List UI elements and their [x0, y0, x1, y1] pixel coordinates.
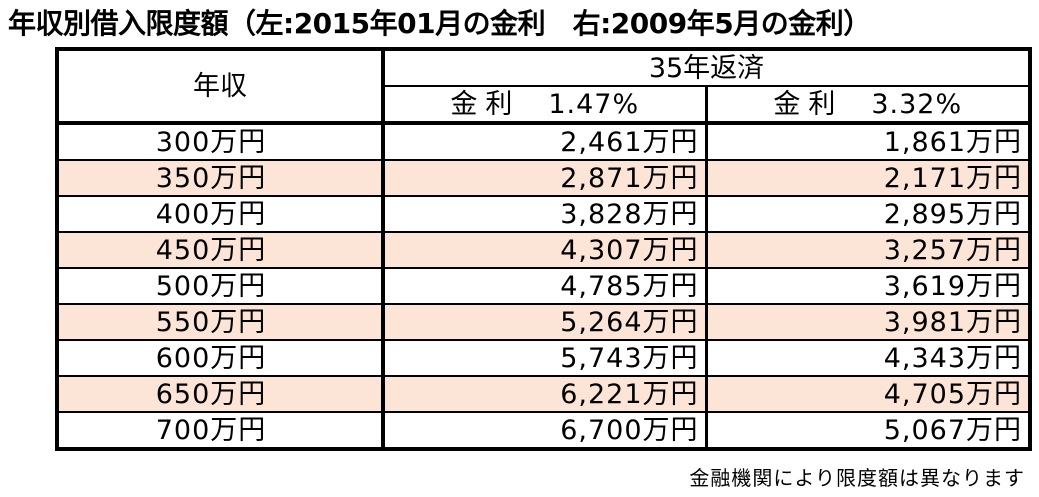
rate-value: 1.47%: [548, 88, 640, 120]
income-cell: 400万円: [56, 195, 384, 233]
limit-2015-cell: 6,700万円: [381, 411, 707, 450]
income-cell: 650万円: [56, 375, 384, 413]
income-cell: 550万円: [56, 303, 384, 341]
rate-header-row: 金利 1.47% 金利 3.32%: [57, 85, 1032, 125]
limit-2015-cell: 6,221万円: [381, 375, 707, 413]
limit-2015-cell: 2,871万円: [381, 159, 707, 197]
limit-2009-cell: 3,619万円: [704, 267, 1032, 305]
income-column-header: 年収: [56, 48, 384, 125]
limit-2009-cell: 3,981万円: [704, 303, 1032, 341]
limit-2009-cell: 2,171万円: [704, 159, 1032, 197]
limit-2015-cell: 3,828万円: [381, 195, 707, 233]
limit-2009-cell: 2,895万円: [704, 195, 1032, 233]
table-row: 450万円 4,307万円 3,257万円: [56, 231, 1032, 269]
rate-value: 3.32%: [871, 88, 963, 120]
income-cell: 700万円: [56, 411, 384, 450]
table-body: 300万円 2,461万円 1,861万円 350万円 2,871万円 2,171万円 40…: [56, 122, 1032, 450]
rate-header-2015: 金利 1.47%: [381, 85, 707, 125]
table-row: 600万円 5,743万円 4,343万円: [56, 339, 1032, 377]
footnote: 金融機関により限度額は異なります: [689, 466, 1025, 490]
income-cell: 500万円: [56, 267, 384, 305]
table-row: 700万円 6,700万円 5,067万円: [56, 411, 1032, 450]
limit-2015-cell: 4,307万円: [381, 231, 707, 269]
table-row: 400万円 3,828万円 2,895万円: [56, 195, 1032, 233]
income-cell: 350万円: [56, 159, 384, 197]
table-row: 550万円 5,264万円 3,981万円: [56, 303, 1032, 341]
limit-2009-cell: 3,257万円: [704, 231, 1032, 269]
limit-2009-cell: 1,861万円: [704, 122, 1032, 161]
limit-2009-cell: 5,067万円: [704, 411, 1032, 450]
rate-header-2009: 金利 3.32%: [704, 85, 1032, 125]
table-header-row: 年収 35年返済: [56, 48, 1032, 125]
limit-2015-cell: 5,743万円: [381, 339, 707, 377]
borrowing-limit-table: 年収 35年返済 金利 1.47% 金利 3.32% 300万円 2,461万円 1…: [55, 47, 1033, 451]
rate-label: 金利: [450, 88, 521, 120]
limit-2015-cell: 2,461万円: [381, 122, 707, 161]
table-row: 500万円 4,785万円 3,619万円: [56, 267, 1032, 305]
limit-2015-cell: 5,264万円: [381, 303, 707, 341]
income-cell: 600万円: [56, 339, 384, 377]
income-cell: 300万円: [56, 122, 384, 161]
table-row: 650万円 6,221万円 4,705万円: [56, 375, 1032, 413]
income-cell: 450万円: [56, 231, 384, 269]
limit-2015-cell: 4,785万円: [381, 267, 707, 305]
rate-label: 金利: [773, 88, 844, 120]
limit-2009-cell: 4,705万円: [704, 375, 1032, 413]
repayment-term-header: 35年返済: [380, 48, 1032, 87]
table-row: 350万円 2,871万円 2,171万円: [56, 159, 1032, 197]
limit-2009-cell: 4,343万円: [704, 339, 1032, 377]
table-row: 300万円 2,461万円 1,861万円: [56, 122, 1032, 161]
page-title: 年収別借入限度額（左:2015年01月の金利 右:2009年5月の金利）: [8, 7, 871, 40]
